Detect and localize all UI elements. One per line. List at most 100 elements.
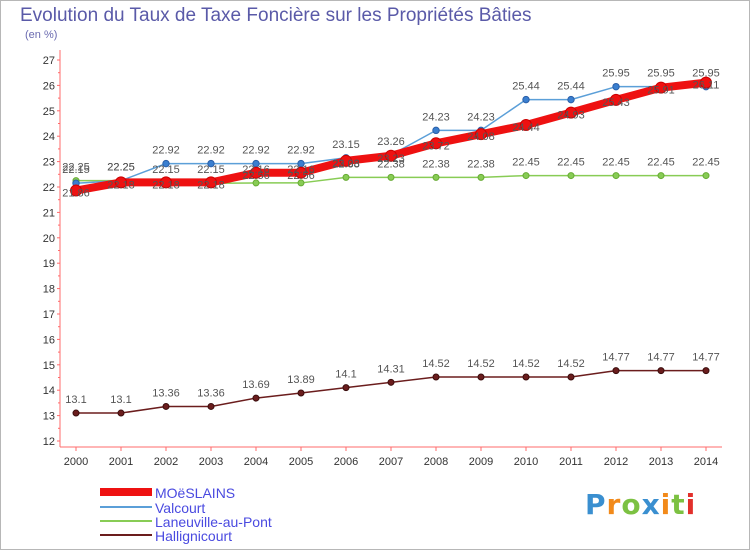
data-point-valcourt bbox=[612, 82, 620, 91]
data-label-valcourt: 22.92 bbox=[287, 145, 315, 157]
data-label-laneuville: 22.45 bbox=[512, 157, 540, 169]
y-tick-label: 12 bbox=[43, 436, 55, 448]
data-label-laneuville: 22.15 bbox=[197, 164, 225, 176]
y-tick-label: 22 bbox=[43, 182, 55, 194]
data-label-valcourt: 22.25 bbox=[107, 162, 135, 174]
data-point-hallignicourt bbox=[702, 367, 710, 375]
data-label-valcourt: 22.92 bbox=[197, 145, 225, 157]
data-point-hallignicourt bbox=[567, 373, 575, 381]
legend-swatch bbox=[100, 520, 152, 522]
data-point-valcourt bbox=[432, 126, 440, 135]
logo-letter: t bbox=[671, 488, 686, 521]
data-point-moeslains bbox=[250, 166, 262, 179]
data-point-valcourt bbox=[207, 159, 215, 168]
x-tick-label: 2005 bbox=[289, 456, 313, 468]
data-point-moeslains bbox=[610, 93, 622, 106]
data-label-laneuville: 22.38 bbox=[467, 158, 495, 170]
data-point-moeslains bbox=[115, 176, 127, 189]
data-label-moeslains: 24.08 bbox=[467, 131, 495, 143]
data-label-hallignicourt: 14.77 bbox=[692, 352, 720, 364]
series-layer bbox=[70, 76, 712, 417]
data-label-laneuville: 22.45 bbox=[557, 157, 585, 169]
data-point-moeslains bbox=[655, 81, 667, 94]
data-label-hallignicourt: 13.89 bbox=[287, 374, 315, 386]
x-tick-label: 2006 bbox=[334, 456, 358, 468]
data-point-hallignicourt bbox=[522, 373, 530, 381]
data-point-moeslains bbox=[160, 176, 172, 189]
data-point-hallignicourt bbox=[432, 373, 440, 381]
data-label-hallignicourt: 13.36 bbox=[197, 387, 225, 399]
legend-swatch bbox=[100, 534, 152, 536]
y-tick-label: 21 bbox=[43, 207, 55, 219]
data-point-moeslains bbox=[475, 128, 487, 141]
data-label-hallignicourt: 14.52 bbox=[557, 358, 585, 370]
data-point-moeslains bbox=[205, 176, 217, 189]
data-label-valcourt: 25.95 bbox=[602, 68, 630, 80]
x-tick-label: 2000 bbox=[64, 456, 88, 468]
data-point-hallignicourt bbox=[387, 378, 395, 386]
data-point-laneuville bbox=[702, 172, 710, 180]
data-point-moeslains bbox=[295, 166, 307, 179]
data-label-laneuville: 22.38 bbox=[332, 158, 360, 170]
data-label-hallignicourt: 14.77 bbox=[602, 352, 630, 364]
logo-letter: r bbox=[606, 488, 622, 521]
data-label-laneuville: 22.45 bbox=[602, 157, 630, 169]
data-label-moeslains: 22.18 bbox=[197, 179, 225, 191]
data-point-laneuville bbox=[522, 172, 530, 180]
y-tick-label: 18 bbox=[43, 284, 55, 296]
logo-letter: x bbox=[641, 488, 661, 521]
data-point-laneuville bbox=[342, 173, 350, 181]
y-tick-label: 24 bbox=[43, 131, 55, 143]
data-point-laneuville bbox=[612, 172, 620, 180]
data-label-laneuville: 22.38 bbox=[422, 158, 450, 170]
data-label-laneuville: 22.38 bbox=[377, 158, 405, 170]
data-label-hallignicourt: 13.1 bbox=[110, 394, 131, 406]
data-label-hallignicourt: 14.31 bbox=[377, 363, 405, 375]
data-point-hallignicourt bbox=[72, 409, 80, 417]
data-label-laneuville: 22.25 bbox=[107, 162, 135, 174]
data-label-laneuville: 22.45 bbox=[692, 157, 720, 169]
data-label-moeslains: 26.11 bbox=[693, 80, 720, 92]
x-tick-label: 2010 bbox=[514, 456, 538, 468]
data-label-moeslains: 22.18 bbox=[152, 179, 180, 191]
data-point-moeslains bbox=[340, 154, 352, 167]
data-label-moeslains: 22.56 bbox=[242, 170, 270, 182]
logo-letter: o bbox=[621, 488, 642, 521]
data-label-valcourt: 22.92 bbox=[152, 145, 180, 157]
x-tick-label: 2012 bbox=[604, 456, 628, 468]
legend-swatch bbox=[100, 488, 152, 496]
data-point-moeslains bbox=[430, 137, 442, 150]
data-label-moeslains: 25.43 bbox=[602, 97, 630, 109]
data-label-hallignicourt: 13.36 bbox=[152, 387, 180, 399]
x-tick-label: 2008 bbox=[424, 456, 448, 468]
legend-label: Valcourt bbox=[155, 500, 206, 516]
data-label-laneuville: 22.25 bbox=[62, 162, 90, 174]
y-tick-label: 14 bbox=[43, 385, 55, 397]
x-tick-label: 2013 bbox=[649, 456, 673, 468]
data-point-moeslains bbox=[385, 149, 397, 162]
data-point-valcourt bbox=[522, 95, 530, 104]
data-label-laneuville: 22.45 bbox=[647, 157, 675, 169]
proxiti-logo: Proxiti bbox=[585, 488, 696, 521]
x-tick-label: 2003 bbox=[199, 456, 223, 468]
logo-letter: P bbox=[585, 488, 607, 521]
data-point-laneuville bbox=[657, 172, 665, 180]
legend-swatch bbox=[100, 506, 152, 508]
data-label-laneuville: 22.15 bbox=[152, 164, 180, 176]
data-label-hallignicourt: 14.1 bbox=[335, 369, 356, 381]
data-point-hallignicourt bbox=[342, 384, 350, 392]
data-label-moeslains: 25.91 bbox=[647, 85, 675, 97]
data-labels-layer: 21.86 22.18 22.18 22.18 22.56 22.56 23.03 23.23… bbox=[62, 68, 720, 406]
x-tick-label: 2009 bbox=[469, 456, 493, 468]
y-tick-label: 27 bbox=[43, 55, 55, 67]
data-label-valcourt: 24.23 bbox=[422, 111, 450, 123]
data-label-moeslains: 23.23 bbox=[377, 153, 405, 165]
data-point-hallignicourt bbox=[297, 389, 305, 397]
data-label-hallignicourt: 13.69 bbox=[242, 379, 270, 391]
data-label-moeslains: 23.03 bbox=[332, 158, 360, 170]
data-label-moeslains: 22.18 bbox=[107, 179, 135, 191]
x-tick-label: 2002 bbox=[154, 456, 178, 468]
data-point-laneuville bbox=[252, 179, 260, 187]
y-tick-label: 25 bbox=[43, 106, 55, 118]
